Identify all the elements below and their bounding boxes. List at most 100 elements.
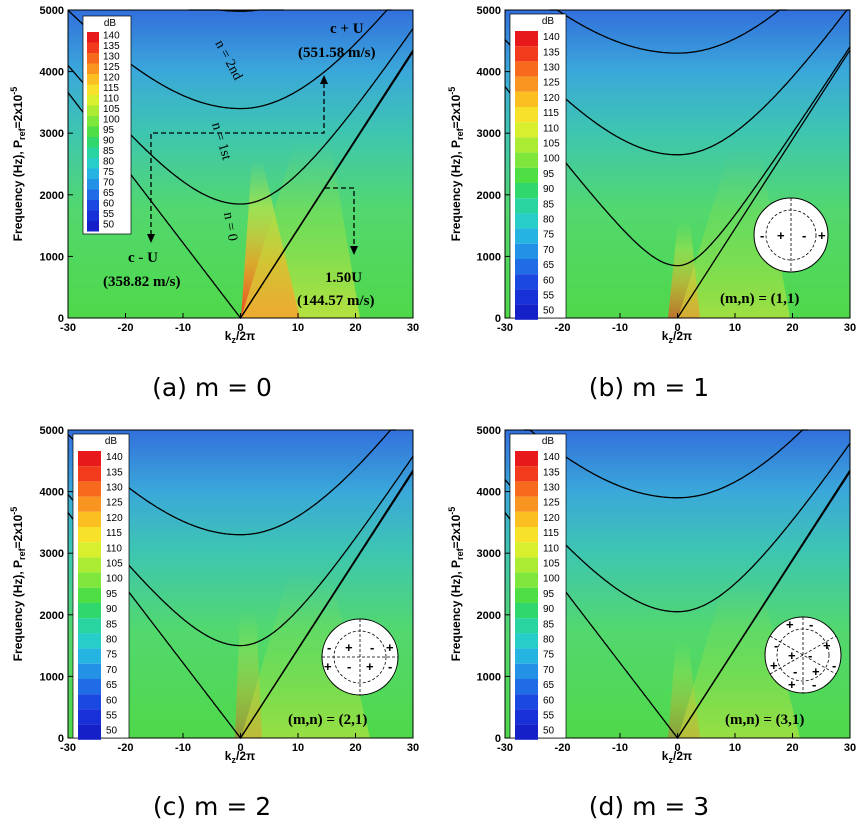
colorbar-swatch — [87, 42, 99, 53]
colorbar-swatch — [515, 107, 538, 123]
mode-c-sign: + — [386, 640, 394, 655]
panel-b-xlabel: kz/2π — [662, 329, 692, 345]
colorbar-tick-label: 90 — [543, 184, 555, 195]
x-tick-label: -10 — [612, 322, 628, 334]
mode-b-sign: - — [802, 228, 806, 243]
colorbar-swatch — [515, 527, 538, 543]
annot-conv: 1.50U — [325, 270, 362, 286]
colorbar-swatch — [87, 158, 99, 169]
annot-arrowhead-cmu — [147, 234, 155, 243]
colorbar-swatch — [515, 243, 538, 259]
x-tick-label: 30 — [844, 742, 856, 754]
colorbar-swatch — [515, 663, 538, 679]
x-tick-label: -10 — [175, 742, 191, 754]
x-tick-label: -30 — [497, 322, 513, 334]
y-tick-label: 3000 — [477, 548, 501, 560]
mode-d-sign: - — [774, 638, 778, 653]
x-tick-label: -30 — [60, 322, 76, 334]
mode-label-b: (m,n) = (1,1) — [720, 291, 799, 307]
colorbar-tick-label: 65 — [106, 680, 118, 691]
colorbar-swatch — [515, 709, 538, 725]
x-tick-label: 0 — [237, 742, 243, 754]
y-tick-label: 0 — [495, 733, 501, 745]
colorbar-swatch — [515, 213, 538, 229]
colorbar-swatch — [78, 496, 101, 512]
annot-arrow-paths — [150, 82, 355, 247]
x-tick-label: 10 — [729, 322, 741, 334]
x-tick-label: 30 — [407, 742, 419, 754]
annot-cmu-val: (358.82 m/s) — [103, 274, 181, 290]
colorbar-swatch — [78, 466, 101, 482]
colorbar-tick-label: 60 — [106, 695, 118, 706]
colorbar-tick-label: 75 — [106, 650, 118, 661]
colorbar-tick-label: 105 — [543, 559, 560, 570]
x-tick-label: -10 — [175, 322, 191, 334]
y-tick-label: 5000 — [40, 5, 64, 17]
colorbar-tick-label: 100 — [106, 574, 123, 585]
colorbar-swatch — [87, 53, 99, 64]
mode-d-sign: + — [823, 638, 831, 653]
colorbar-tick-label: 60 — [543, 275, 555, 286]
mode-d-sign: - — [809, 617, 813, 632]
colorbar-tick-label: 130 — [106, 483, 123, 494]
colorbar-tick-label: 140 — [106, 452, 123, 463]
y-tick-label: 1000 — [40, 251, 64, 263]
panel-c-xlabel: kz/2π — [225, 749, 255, 765]
colorbar-tick-label: 50 — [103, 219, 115, 230]
y-tick-label: 0 — [495, 313, 501, 325]
colorbar-tick-label: 95 — [106, 589, 118, 600]
convective-line — [239, 469, 414, 739]
colorbar-tick-label: 80 — [543, 635, 555, 646]
x-tick-label: 20 — [786, 742, 798, 754]
colorbar-swatch — [515, 46, 538, 62]
colorbar-tick-label: 115 — [543, 528, 559, 539]
colorbar-tick-label: 75 — [543, 650, 555, 661]
x-tick-label: -30 — [60, 742, 76, 754]
dispersion-curve — [549, 9, 787, 54]
colorbar-tick-label: 85 — [543, 619, 555, 630]
y-tick-label: 1000 — [477, 251, 501, 263]
x-tick-label: -10 — [612, 742, 628, 754]
colorbar-swatch — [515, 466, 538, 482]
annot-conv-val: (144.57 m/s) — [297, 293, 375, 309]
x-tick-label: 20 — [349, 742, 361, 754]
panel-a-warm-band — [241, 140, 360, 318]
colorbar-tick-label: 50 — [543, 306, 555, 317]
colorbar-tick-label: 120 — [543, 513, 560, 524]
panel-d-xlabel: kz/2π — [662, 749, 692, 765]
colorbar-swatch — [515, 61, 538, 77]
colorbar-swatch — [78, 572, 101, 588]
colorbar-tick-label: 115 — [543, 108, 559, 119]
mode-d-nodal-line — [769, 635, 837, 675]
colorbar-swatch — [78, 618, 101, 634]
x-tick-label: 10 — [292, 742, 304, 754]
mode-c-sign: + — [345, 640, 353, 655]
colorbar-swatch — [515, 572, 538, 588]
colorbar-tick-label: 70 — [106, 665, 118, 676]
panel-a-xlabel: kz/2π — [225, 329, 255, 345]
colorbar-swatch — [78, 542, 101, 558]
mode-c-sign: - — [370, 640, 374, 655]
colorbar-tick-label: 75 — [103, 167, 115, 178]
caption-b: (b) m = 1 — [589, 373, 709, 402]
mode-d-sign: + — [788, 648, 796, 663]
y-tick-label: 1000 — [40, 671, 64, 683]
panel-b-warm-band — [678, 150, 790, 318]
mode-d-sign: + — [788, 677, 796, 692]
colorbar-swatch — [515, 167, 538, 183]
mode-d-sign: - — [832, 658, 836, 673]
x-tick-label: -20 — [555, 322, 571, 334]
colorbar-tick-label: 65 — [543, 680, 555, 691]
colorbar-swatch — [515, 304, 538, 320]
colorbar-swatch — [515, 31, 538, 47]
colorbar-tick-label: 110 — [543, 543, 559, 554]
colorbar-swatch — [515, 633, 538, 649]
colorbar-tick-label: 115 — [103, 83, 119, 94]
panel-c-ylabel: Frequency (Hz), Pref=2x10-5 — [9, 507, 27, 662]
mode-d-sign: + — [770, 658, 778, 673]
colorbar-tick-label: 80 — [103, 156, 115, 167]
colorbar-swatch — [515, 618, 538, 634]
colorbar-swatch — [515, 679, 538, 695]
colorbar-tick-label: 125 — [543, 78, 560, 89]
